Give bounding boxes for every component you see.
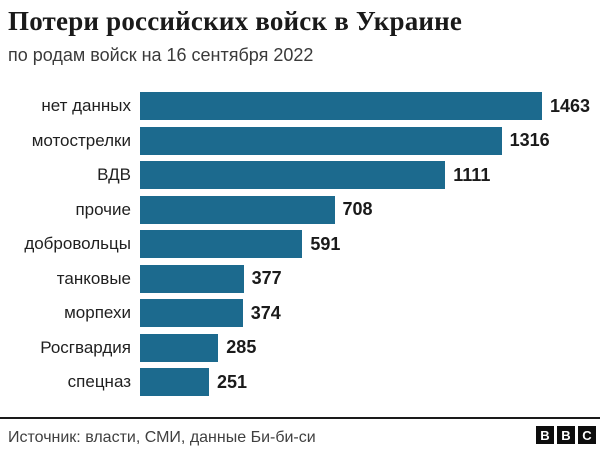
value-label: 708 (342, 199, 373, 219)
bar (140, 161, 446, 189)
chart-row: мотострелки 1316 (0, 126, 600, 155)
bar (140, 299, 243, 327)
category-label: спецназ (67, 372, 131, 391)
chart-title: Потери российских войск в Украине (8, 6, 463, 36)
bbc-logo-block: B (557, 426, 575, 444)
bar (140, 92, 542, 120)
value-label: 285 (226, 337, 257, 357)
category-label: морпехи (64, 303, 131, 322)
value-label: 251 (216, 371, 248, 392)
bar (140, 333, 219, 362)
bar (140, 195, 335, 224)
chart-row: прочие 708 (0, 195, 600, 224)
bar-chart: нет данных 1463 мотострелки 1316 ВДВ 1111 проч… (0, 92, 600, 403)
category-label: танковые (56, 268, 131, 288)
bbc-logo-block: C (578, 426, 596, 444)
bar (140, 126, 502, 155)
category-label: добровольцы (24, 234, 131, 253)
bar (140, 368, 209, 396)
value-label: 1463 (550, 95, 591, 116)
bar (140, 230, 303, 258)
value-label: 1316 (509, 130, 550, 150)
chart-row: ВДВ 1111 (0, 161, 600, 189)
category-label: прочие (75, 199, 131, 219)
source-text: Источник: власти, СМИ, данные Би-би-си (8, 429, 316, 446)
footer-divider (0, 417, 600, 419)
category-label: нет данных (41, 96, 131, 115)
chart-row: нет данных 1463 (0, 92, 600, 120)
value-label: 591 (310, 233, 341, 254)
bbc-logo-block: B (536, 426, 554, 444)
chart-row: танковые 377 (0, 264, 600, 293)
chart-row: спецназ 251 (0, 368, 600, 396)
category-label: мотострелки (31, 130, 131, 150)
chart-row: морпехи 374 (0, 299, 600, 327)
bar (140, 264, 244, 293)
chart-subtitle: по родам войск на 16 сентября 2022 (8, 45, 314, 65)
chart-row: Росгвардия 285 (0, 333, 600, 362)
value-label: 377 (251, 268, 282, 288)
value-label: 374 (250, 302, 281, 323)
category-label: Росгвардия (40, 337, 131, 357)
chart-row: добровольцы 591 (0, 230, 600, 258)
value-label: 1111 (453, 164, 491, 185)
category-label: ВДВ (97, 165, 131, 184)
